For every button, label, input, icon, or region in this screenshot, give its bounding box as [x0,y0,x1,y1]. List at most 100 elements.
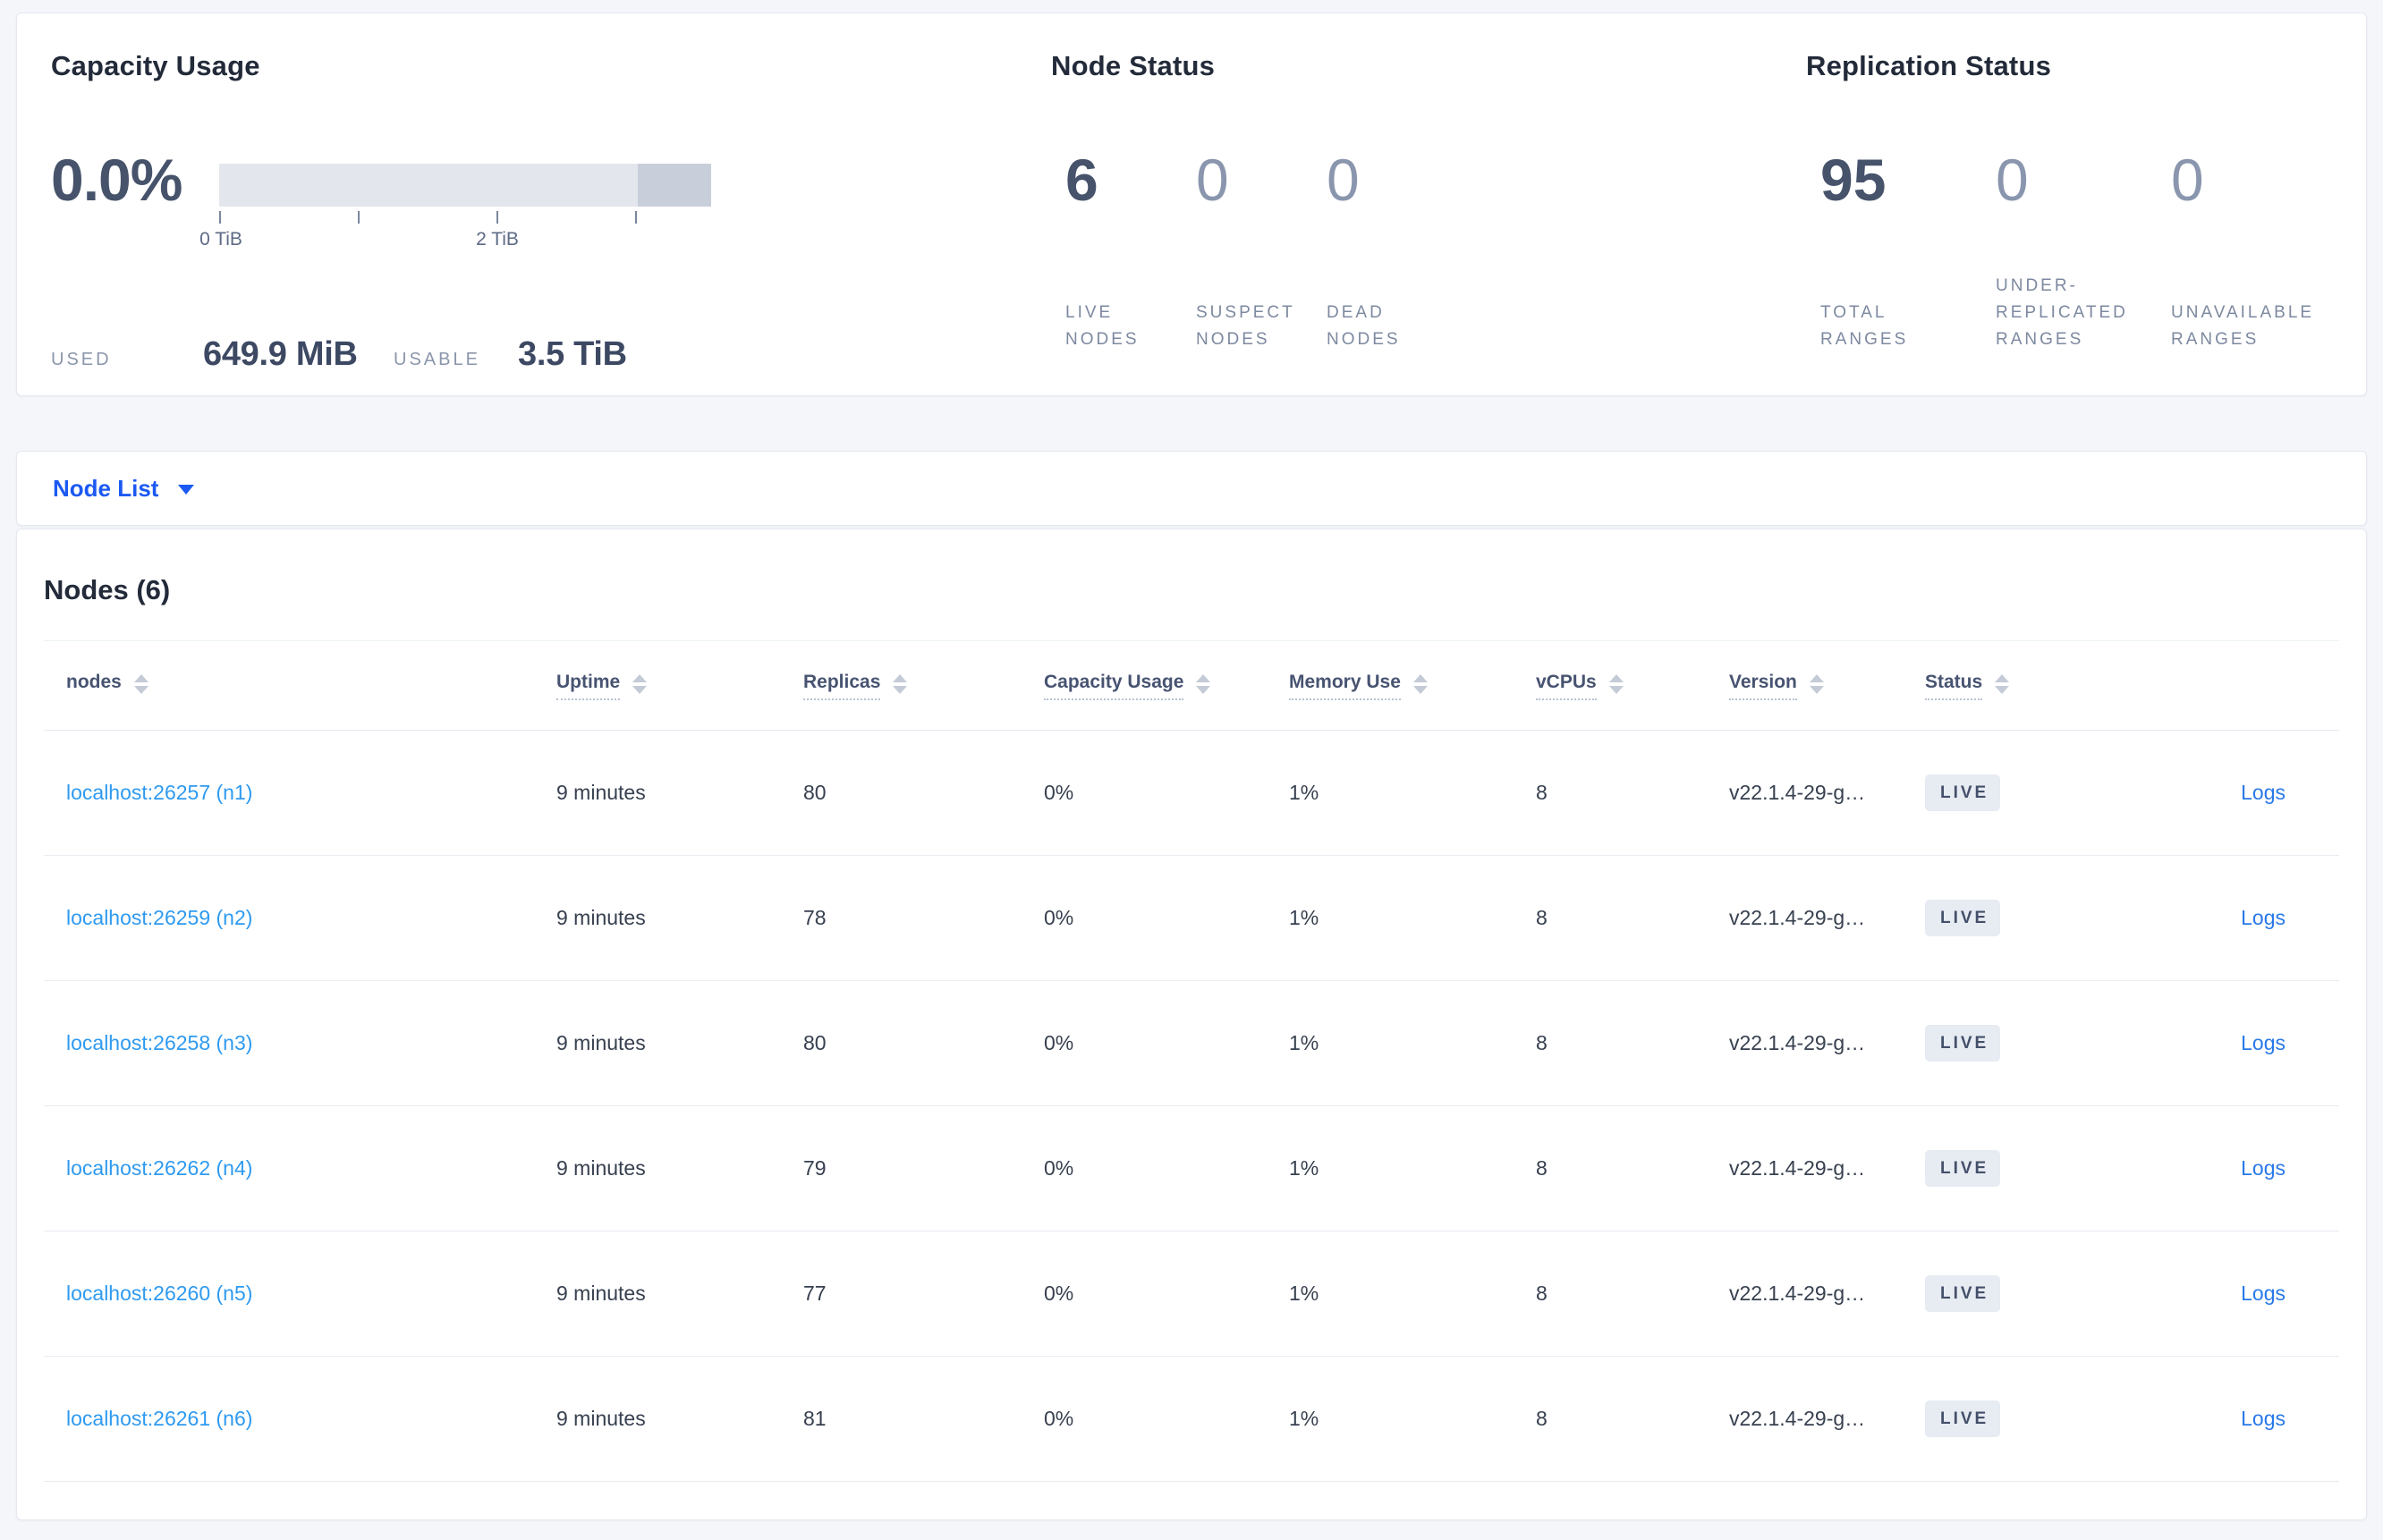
status-badge: LIVE [1925,1150,2001,1187]
version-cell: v22.1.4-29-g… [1729,1407,1866,1430]
unavailable-ranges-label: UNAVAILABLE RANGES [2171,303,2315,349]
capacity-usage-chart: 0.0% 0 TiB 2 TiB [51,150,711,282]
capacity-usage-title: Capacity Usage [51,50,260,81]
nodes-table: nodes Uptime Replicas Capacity Usage Memory … [44,640,2339,1482]
table-row: localhost:26258 (n3) 9 minutes 80 0% 1% … [44,981,2339,1106]
vcpus-cell: 8 [1536,906,1548,929]
column-header-status[interactable]: Status [1925,672,2122,700]
uptime-cell: 9 minutes [556,1407,646,1430]
sort-arrows-icon [1412,673,1428,694]
sort-arrows-icon [1809,673,1824,694]
node-address-link[interactable]: localhost:26260 (n5) [66,1282,253,1305]
column-header-capacity-usage[interactable]: Capacity Usage [1044,672,1289,700]
column-header-label: nodes [66,671,122,692]
live-nodes-label: LIVE NODES [1065,303,1140,349]
logs-link[interactable]: Logs [2241,1407,2285,1430]
memory-use-cell: 1% [1289,1031,1319,1054]
logs-link[interactable]: Logs [2241,1156,2285,1180]
suspect-nodes-label: SUSPECT NODES [1196,303,1295,349]
nodes-table-body: localhost:26257 (n1) 9 minutes 80 0% 1% … [44,731,2339,1482]
usable-label: USABLE [394,350,480,369]
under-replicated-ranges-value: 0 [1996,147,2029,213]
status-badge: LIVE [1925,774,2001,811]
live-nodes-value: 6 [1065,147,1098,213]
uptime-cell: 9 minutes [556,906,646,929]
node-address-link[interactable]: localhost:26262 (n4) [66,1156,253,1180]
sort-arrows-icon [1196,673,1211,694]
capacity-usage-cell: 0% [1044,1282,1074,1305]
uptime-cell: 9 minutes [556,1031,646,1054]
capacity-stats: USED 649.9 MiB USABLE 3.5 TiB [51,335,711,374]
memory-use-cell: 1% [1289,1156,1319,1180]
version-cell: v22.1.4-29-g… [1729,1156,1866,1180]
capacity-bar-area: 0 TiB 2 TiB [199,151,711,282]
capacity-usage-cell: 0% [1044,1031,1074,1054]
vcpus-cell: 8 [1536,1156,1548,1180]
axis-tick [358,211,360,224]
table-row: localhost:26260 (n5) 9 minutes 77 0% 1% … [44,1231,2339,1357]
replicas-cell: 80 [803,781,827,804]
capacity-usage-cell: 0% [1044,1156,1074,1180]
total-ranges-value: 95 [1820,147,1887,213]
table-row: localhost:26261 (n6) 9 minutes 81 0% 1% … [44,1357,2339,1482]
memory-use-cell: 1% [1289,1282,1319,1305]
node-address-link[interactable]: localhost:26259 (n2) [66,906,253,929]
axis-tick-label: 2 TiB [476,229,519,250]
sort-arrows-icon [1608,673,1624,694]
dead-nodes-label: DEAD NODES [1327,303,1401,349]
sort-arrows-icon [133,673,148,694]
table-row: localhost:26257 (n1) 9 minutes 80 0% 1% … [44,731,2339,856]
column-header-uptime[interactable]: Uptime [556,672,803,700]
capacity-usage-cell: 0% [1044,781,1074,804]
column-header-vcpus[interactable]: vCPUs [1536,672,1729,700]
axis-tick [635,211,637,224]
logs-link[interactable]: Logs [2241,1031,2285,1054]
under-replicated-ranges-label: UNDER-REPLICATED RANGES [1996,276,2128,349]
replicas-cell: 77 [803,1282,827,1305]
axis-tick [496,211,498,224]
replicas-cell: 81 [803,1407,827,1430]
view-selector-label: Node List [53,474,159,502]
dead-nodes-stat: 0 DEAD NODES [1312,150,1443,353]
caret-down-icon [178,485,195,495]
node-status-panel: Node Status 6 LIVE NODES 0 SUSPECT NODES… [1051,49,1443,353]
nodes-table-title: Nodes (6) [44,574,171,605]
column-header-replicas[interactable]: Replicas [803,672,1044,700]
uptime-cell: 9 minutes [556,1156,646,1180]
status-badge: LIVE [1925,1275,2001,1312]
node-status-title: Node Status [1051,50,1216,81]
version-cell: v22.1.4-29-g… [1729,781,1866,804]
cluster-summary-card: Capacity Usage 0.0% 0 TiB 2 TiB USED 649… [16,13,2367,396]
sort-arrows-icon [632,673,648,694]
column-header-nodes[interactable]: nodes [66,672,556,700]
capacity-usage-cell: 0% [1044,1407,1074,1430]
unavailable-ranges-value: 0 [2171,147,2204,213]
logs-link[interactable]: Logs [2241,1282,2285,1305]
version-cell: v22.1.4-29-g… [1729,906,1866,929]
capacity-bar-segment-usable [219,164,638,207]
vcpus-cell: 8 [1536,1407,1548,1430]
node-address-link[interactable]: localhost:26257 (n1) [66,781,253,804]
capacity-usage-cell: 0% [1044,906,1074,929]
status-badge: LIVE [1925,900,2001,936]
sort-arrows-icon [893,673,908,694]
column-header-label: Version [1729,672,1797,700]
memory-use-cell: 1% [1289,781,1319,804]
version-cell: v22.1.4-29-g… [1729,1031,1866,1054]
column-header-memory-use[interactable]: Memory Use [1289,672,1536,700]
replicas-cell: 78 [803,906,827,929]
logs-link[interactable]: Logs [2241,906,2285,929]
live-nodes-stat: 6 LIVE NODES [1051,147,1182,353]
column-header-version[interactable]: Version [1729,672,1925,700]
logs-link[interactable]: Logs [2241,781,2285,804]
node-address-link[interactable]: localhost:26258 (n3) [66,1031,253,1054]
column-header-label: Replicas [803,672,881,700]
view-selector-dropdown[interactable]: Node List [16,451,2367,526]
node-address-link[interactable]: localhost:26261 (n6) [66,1407,253,1430]
total-ranges-label: TOTAL RANGES [1820,303,1909,349]
used-label: USED [51,350,112,369]
memory-use-cell: 1% [1289,906,1319,929]
vcpus-cell: 8 [1536,1031,1548,1054]
axis-tick-label: 0 TiB [199,229,242,250]
uptime-cell: 9 minutes [556,1282,646,1305]
